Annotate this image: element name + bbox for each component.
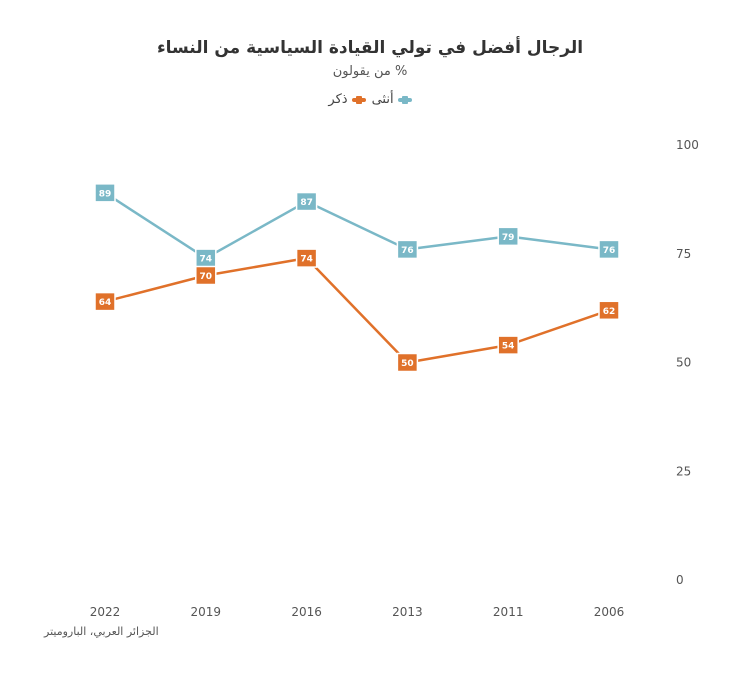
data-point-marker (396, 352, 419, 373)
series-line-0 (104, 191, 610, 260)
data-point-marker (497, 335, 519, 355)
source-note: الجزائر العربي، الباروميتر (44, 625, 159, 638)
data-point-marker (195, 265, 217, 286)
series-line-1 (104, 256, 610, 364)
legend-item-female: أنثى (372, 92, 412, 107)
legend-label-female: أنثى (371, 92, 394, 107)
data-label: 54 (502, 342, 515, 352)
data-label: 74 (200, 255, 213, 265)
y-tick-label: 25 (676, 464, 691, 478)
legend-swatch-female (397, 95, 412, 104)
x-tick-label: 2019 (191, 605, 222, 619)
data-point-marker (598, 239, 620, 260)
data-point-marker (295, 248, 318, 268)
data-point-marker (598, 300, 620, 321)
y-tick-label: 100 (676, 138, 699, 152)
x-tick-label: 2013 (392, 605, 423, 619)
y-tick-label: 75 (676, 247, 691, 261)
data-point-marker (295, 191, 318, 212)
data-label: 64 (99, 298, 112, 308)
data-label: 62 (603, 307, 616, 317)
data-label: 76 (603, 246, 616, 256)
legend-item-male: ذكر (328, 92, 366, 107)
y-tick-label: 50 (676, 356, 691, 370)
x-tick-label: 2011 (493, 605, 524, 619)
legend-label-male: ذكر (328, 92, 348, 107)
data-label: 50 (401, 359, 414, 369)
legend-swatch-male (351, 95, 366, 104)
data-label: 76 (401, 246, 414, 256)
y-tick-label: 0 (676, 573, 684, 587)
data-label: 89 (99, 189, 112, 199)
data-point-marker (497, 226, 519, 247)
data-point-marker (396, 239, 419, 260)
chart-title: الرجال أفضل في تولي القيادة السياسية من … (156, 38, 584, 58)
data-point-marker (94, 291, 116, 312)
data-label: 74 (300, 255, 313, 265)
data-point-marker (94, 183, 116, 203)
x-tick-label: 2006 (594, 605, 625, 619)
data-label: 87 (300, 198, 313, 208)
data-label: 79 (502, 233, 515, 243)
legend: أنثى ذكر (0, 92, 740, 107)
chart-subtitle: % من يقولون (332, 64, 408, 79)
data-label: 70 (200, 272, 213, 282)
x-tick-label: 2016 (291, 605, 322, 619)
x-tick-label: 2022 (90, 605, 121, 619)
